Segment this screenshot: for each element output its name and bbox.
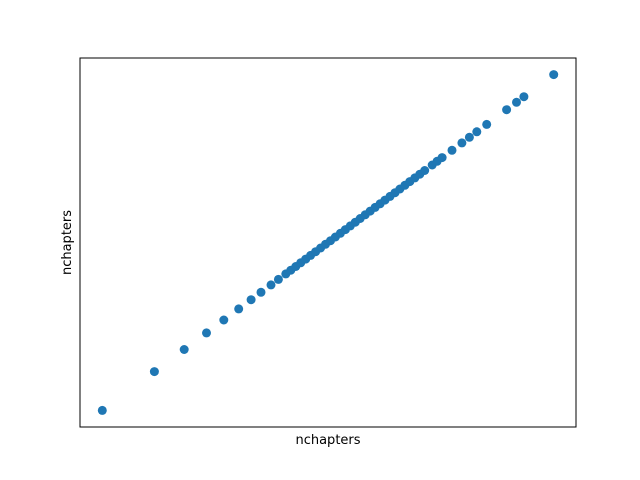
scatter-point	[219, 315, 229, 325]
scatter-point	[420, 166, 430, 175]
scatter-point	[97, 405, 107, 415]
scatter-point	[234, 304, 244, 314]
scatter-point	[519, 92, 529, 102]
y-axis-label: nchapters	[60, 210, 75, 275]
scatter-point	[447, 145, 457, 155]
scatter-point	[549, 70, 559, 80]
scatter-points	[97, 70, 559, 415]
scatter-point	[472, 127, 482, 137]
scatter-point	[457, 138, 467, 148]
scatter-point	[437, 153, 447, 163]
scatter-point	[464, 132, 474, 142]
scatter-point	[502, 105, 512, 115]
scatter-point	[266, 280, 276, 290]
scatter-point	[246, 295, 256, 305]
scatter-point	[273, 274, 283, 284]
scatter-point	[512, 97, 521, 107]
scatter-point	[179, 345, 189, 354]
scatter-point	[202, 328, 211, 338]
x-axis-label: nchapters	[295, 433, 360, 448]
scatter-point	[256, 287, 266, 297]
scatter-point	[149, 367, 159, 377]
scatter-point	[482, 119, 492, 129]
